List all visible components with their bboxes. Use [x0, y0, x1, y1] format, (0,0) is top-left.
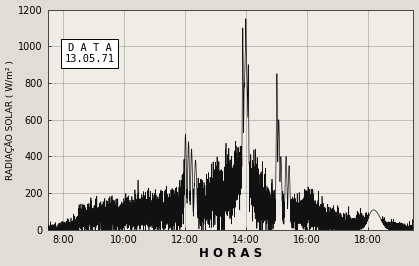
Text: D A T A
13.05.71: D A T A 13.05.71 — [65, 43, 115, 64]
X-axis label: H O R A S: H O R A S — [199, 247, 262, 260]
Y-axis label: RADIAÇÃO SOLAR ( W/m² ): RADIAÇÃO SOLAR ( W/m² ) — [5, 60, 16, 180]
